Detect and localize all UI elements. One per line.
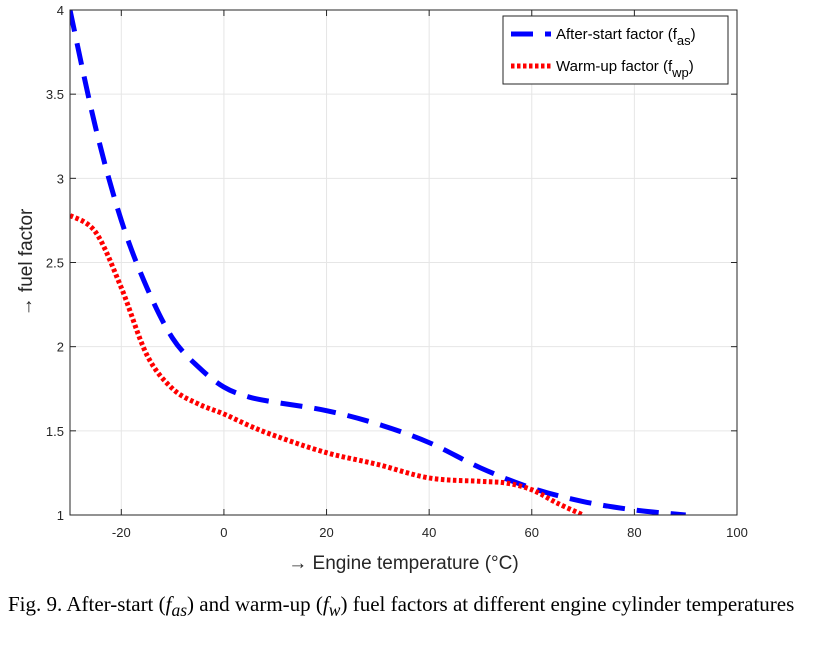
y-tick-label: 1.5 [46, 424, 64, 439]
y-tick-label: 3.5 [46, 87, 64, 102]
x-axis-label: → Engine temperature (°C) [288, 553, 518, 574]
x-tick-label: 0 [220, 525, 227, 540]
caption-lead: Fig. 9. After-start ( [8, 592, 166, 616]
caption-var-fw: f [322, 592, 329, 616]
caption-mid: ) and warm-up ( [187, 592, 323, 616]
caption-var-fas-sub: as [171, 600, 188, 621]
legend-label-after-start: After-start factor (fas) [556, 26, 696, 48]
caption-var-fw-sub: w [328, 600, 341, 621]
legend: After-start factor (fas) Warm-up factor (… [502, 15, 729, 85]
axis-ticks: -20 0 20 40 60 80 100 1 1.5 2 2.5 3 3.5 4 [46, 3, 748, 540]
series-layer [70, 10, 686, 515]
x-tick-label: 60 [525, 525, 539, 540]
y-axis-label: → fuel factor [16, 208, 37, 316]
fuel-factor-chart: -20 0 20 40 60 80 100 1 1.5 2 2.5 3 3.5 4 → Engine te… [16, 3, 748, 574]
series-line-warm-up [70, 213, 585, 515]
figure-caption: Fig. 9. After-start (fas) and warm-up (f… [8, 592, 808, 623]
y-tick-label: 1 [57, 508, 64, 523]
legend-box [502, 15, 729, 85]
x-tick-label: 20 [319, 525, 333, 540]
x-tick-label: 40 [422, 525, 436, 540]
y-tick-label: 2.5 [46, 256, 64, 271]
y-tick-label: 4 [57, 3, 64, 18]
x-tick-label: 80 [627, 525, 641, 540]
caption-var-fas: f [165, 592, 172, 616]
series-line-after-start [70, 10, 686, 515]
legend-label-warm-up: Warm-up factor (fwp) [556, 58, 694, 80]
grid [70, 9, 738, 516]
y-tick-label: 3 [57, 171, 64, 186]
x-tick-label: 100 [726, 525, 748, 540]
x-tick-label: -20 [112, 525, 131, 540]
y-tick-label: 2 [57, 340, 64, 355]
caption-tail: ) fuel factors at different engine cylin… [340, 592, 795, 616]
